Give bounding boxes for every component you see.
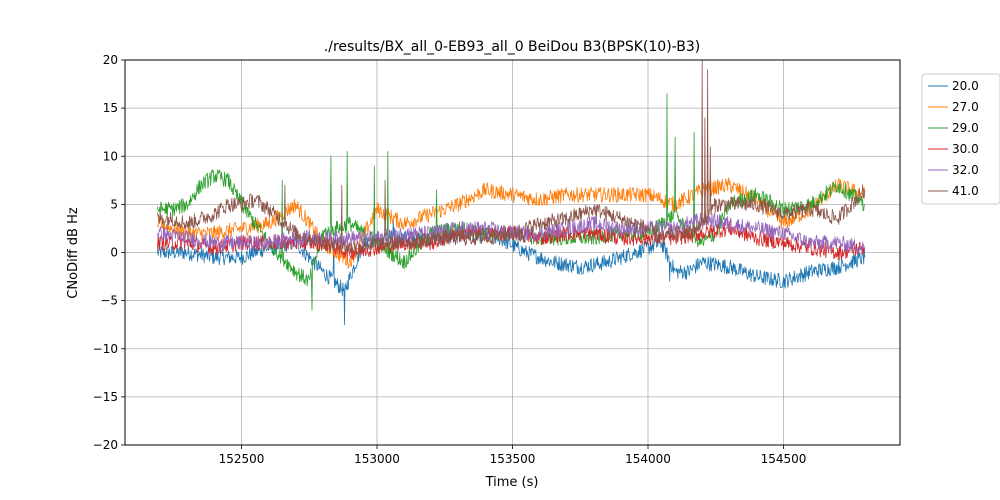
y-tick-label: −15 (93, 390, 118, 404)
series-line-20.0 (157, 218, 866, 326)
x-axis-label: Time (s) (485, 475, 539, 490)
x-tick-label: 152500 (219, 452, 265, 466)
x-tick-label: 154000 (625, 452, 671, 466)
y-tick-label: 20 (103, 53, 118, 67)
chart-title: ./results/BX_all_0-EB93_all_0 BeiDou B3(… (324, 39, 700, 55)
legend-label: 20.0 (952, 79, 979, 93)
y-tick-label: 0 (110, 246, 118, 260)
y-tick-label: 5 (110, 197, 118, 211)
legend: 20.0 27.0 29.0 30.0 32.0 41.0 (921, 73, 1000, 205)
series-line-41.0 (157, 59, 866, 254)
series-layer (157, 59, 866, 326)
x-axis: 152500 153000 153500 154000 154500 (219, 445, 807, 466)
legend-label: 29.0 (952, 121, 979, 135)
y-axis-label: CNoDiff dB Hz (66, 207, 81, 299)
legend-label: 27.0 (952, 100, 979, 114)
y-tick-label: 10 (103, 149, 118, 163)
y-axis: −20 −15 −10 −5 0 5 10 15 20 (93, 53, 125, 452)
y-tick-label: −5 (100, 294, 118, 308)
x-tick-label: 153500 (490, 452, 536, 466)
y-tick-label: 15 (103, 101, 118, 115)
series-line-27.0 (157, 177, 866, 269)
y-tick-label: −10 (93, 342, 118, 356)
legend-label: 41.0 (952, 184, 979, 198)
legend-label: 30.0 (952, 142, 979, 156)
y-tick-label: −20 (93, 438, 118, 452)
x-tick-label: 153000 (354, 452, 400, 466)
x-tick-label: 154500 (761, 452, 807, 466)
legend-label: 32.0 (952, 163, 979, 177)
